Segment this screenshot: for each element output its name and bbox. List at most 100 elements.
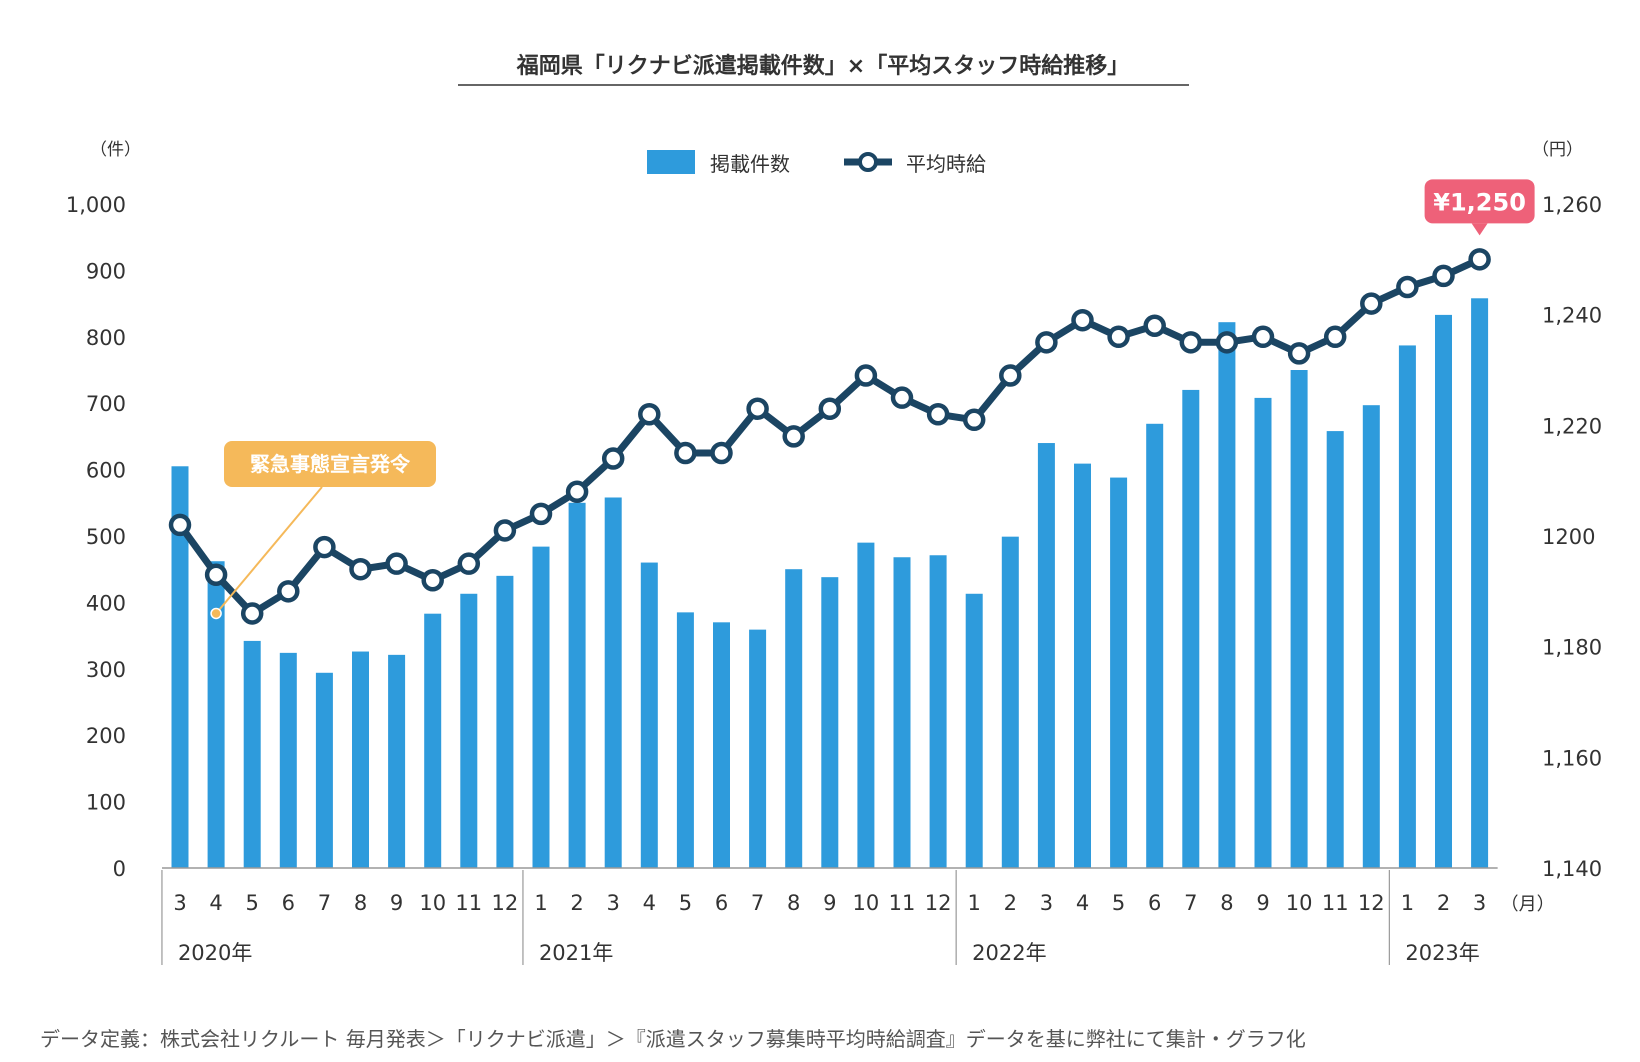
y-left-tick-label: 700: [86, 392, 126, 416]
bar-5: [315, 672, 333, 868]
wage-point-12: [565, 480, 589, 503]
price-tag-label: ¥1,250: [1433, 188, 1526, 216]
bar-19: [821, 577, 839, 868]
x-tick-label: 8: [1220, 891, 1233, 915]
x-tick-label: 6: [282, 891, 295, 915]
wage-point-10: [493, 519, 517, 542]
wage-point-23: [962, 408, 986, 432]
x-tick-label: 4: [209, 891, 222, 915]
x-tick-label: 1: [534, 891, 547, 915]
y-left-tick-label: 900: [86, 259, 126, 283]
wage-point-6: [349, 557, 372, 581]
wage-line: [177, 256, 1482, 617]
wage-point-36: [1432, 264, 1455, 288]
bar-10: [496, 575, 514, 868]
bar-37: [1471, 298, 1489, 869]
y-right-tick-label: 1200: [1542, 525, 1595, 549]
wage-point-26: [1071, 308, 1094, 332]
wage-point-30: [1215, 331, 1239, 354]
x-tick-label: 6: [1148, 891, 1161, 915]
x-tick-label: 12: [492, 891, 519, 915]
bar-31: [1254, 397, 1272, 868]
wage-point-14: [638, 403, 661, 426]
wage-point-16: [710, 441, 733, 465]
x-tick-label: 4: [1076, 891, 1089, 915]
bar-9: [460, 593, 478, 868]
chart-title: 福岡県「リクナビ派遣掲載件数」×「平均スタッフ時給推移」: [516, 53, 1129, 79]
wage-point-33: [1323, 325, 1347, 349]
annotations-layer: 緊急事態宣言発令 ¥1,250: [210, 179, 1535, 620]
bar-3: [243, 640, 261, 868]
x-tick-label: 9: [1256, 891, 1269, 915]
x-tick-label: 7: [318, 891, 331, 915]
wage-point-20: [854, 364, 878, 387]
y-right-tick-label: 1,140: [1542, 857, 1602, 881]
bar-30: [1218, 322, 1236, 868]
x-tick-label: 3: [1473, 891, 1486, 915]
year-label: 2021年: [539, 941, 613, 965]
x-tick-label: 2: [1004, 891, 1017, 915]
x-tick-label: 8: [354, 891, 367, 915]
bar-36: [1435, 314, 1452, 868]
wage-point-15: [674, 441, 697, 465]
bar-32: [1290, 370, 1308, 868]
bar-29: [1182, 389, 1200, 868]
bar-33: [1326, 431, 1344, 868]
y-right-tick-label: 1,180: [1542, 636, 1602, 660]
bars-layer: [171, 298, 1489, 869]
bar-20: [857, 542, 875, 868]
x-tick-label: 12: [1358, 891, 1385, 915]
y-left-tick-label: 600: [86, 459, 126, 483]
bar-8: [424, 613, 442, 868]
x-tick-label: 12: [925, 891, 952, 915]
x-tick-label: 8: [787, 891, 800, 915]
price-tag-box: [1424, 179, 1535, 224]
bar-13: [604, 497, 622, 868]
callout-label: 緊急事態宣言発令: [250, 452, 411, 476]
wage-point-21: [890, 386, 914, 409]
x-tick-label: 11: [1322, 891, 1349, 915]
wage-point-13: [601, 447, 625, 470]
bar-11: [532, 546, 550, 868]
bar-26: [1074, 463, 1091, 868]
wage-point-17: [746, 397, 769, 420]
wage-point-18: [782, 425, 805, 448]
wage-point-7: [385, 552, 408, 575]
y-right-tick-label: 1,220: [1542, 414, 1602, 438]
bar-14: [640, 562, 658, 868]
callout-leader-line: [215, 486, 323, 615]
x-tick-label: 7: [1184, 891, 1197, 915]
x-tick-label: 3: [607, 891, 620, 915]
wage-point-37: [1468, 248, 1491, 271]
bar-2: [207, 561, 225, 868]
wage-point-24: [999, 364, 1022, 387]
x-tick-label: 10: [853, 891, 880, 915]
y-left-tick-label: 200: [86, 724, 126, 748]
bar-24: [1001, 536, 1019, 868]
bar-28: [1146, 423, 1164, 868]
x-unit-label: （月）: [1501, 894, 1555, 915]
callout-box: [224, 441, 436, 487]
y-left-unit: （件）: [90, 140, 141, 160]
y-left-tick-label: 500: [86, 525, 126, 549]
x-tick-label: 10: [1286, 891, 1313, 915]
y-right-unit: （円）: [1532, 140, 1583, 160]
legend-bar-label: 掲載件数: [710, 152, 790, 176]
wage-point-3: [240, 602, 264, 625]
bar-18: [785, 569, 803, 868]
bar-15: [676, 612, 694, 868]
bar-21: [893, 557, 911, 868]
x-tick-label: 9: [390, 891, 403, 915]
x-tick-label: 9: [823, 891, 836, 915]
y-left-tick-label: 1,000: [66, 193, 126, 217]
y-left-tick-label: 800: [86, 326, 126, 350]
wage-point-1: [168, 513, 192, 537]
year-label: 2023年: [1405, 941, 1479, 965]
bar-7: [388, 654, 406, 868]
x-tick-label: 11: [889, 891, 916, 915]
x-tick-label: 5: [246, 891, 259, 915]
year-label: 2022年: [972, 941, 1046, 965]
wage-point-8: [421, 569, 444, 592]
bar-25: [1037, 443, 1055, 868]
x-tick-label: 2: [570, 891, 583, 915]
